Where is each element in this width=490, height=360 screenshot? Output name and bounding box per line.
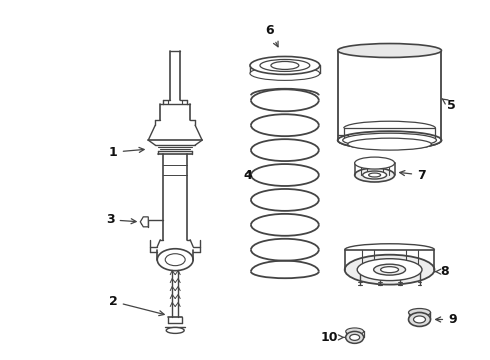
Ellipse shape [260, 59, 310, 71]
Ellipse shape [355, 168, 394, 182]
Ellipse shape [348, 138, 432, 150]
Ellipse shape [363, 171, 387, 179]
Ellipse shape [338, 44, 441, 58]
Ellipse shape [409, 312, 431, 327]
Ellipse shape [343, 133, 437, 147]
Ellipse shape [409, 309, 431, 316]
Ellipse shape [381, 267, 398, 273]
Ellipse shape [345, 255, 435, 285]
Text: 1: 1 [109, 145, 144, 159]
Ellipse shape [338, 131, 441, 149]
Text: 2: 2 [109, 295, 164, 316]
Ellipse shape [271, 62, 299, 69]
Ellipse shape [350, 334, 360, 340]
Ellipse shape [165, 254, 185, 266]
Ellipse shape [166, 328, 184, 333]
Text: 6: 6 [266, 24, 278, 47]
Text: 3: 3 [106, 213, 136, 226]
Ellipse shape [346, 332, 364, 343]
Ellipse shape [368, 173, 381, 177]
Text: 9: 9 [436, 313, 457, 326]
Text: 4: 4 [244, 168, 252, 181]
Polygon shape [140, 217, 148, 227]
Ellipse shape [250, 67, 320, 80]
Ellipse shape [414, 316, 425, 323]
Ellipse shape [357, 259, 422, 280]
Ellipse shape [157, 249, 193, 271]
Text: 10: 10 [321, 331, 344, 344]
Ellipse shape [346, 328, 364, 335]
Text: 5: 5 [442, 99, 456, 112]
Text: 7: 7 [400, 168, 426, 181]
Text: 8: 8 [435, 265, 449, 278]
Ellipse shape [250, 57, 320, 75]
Ellipse shape [374, 264, 406, 275]
Ellipse shape [355, 157, 394, 169]
